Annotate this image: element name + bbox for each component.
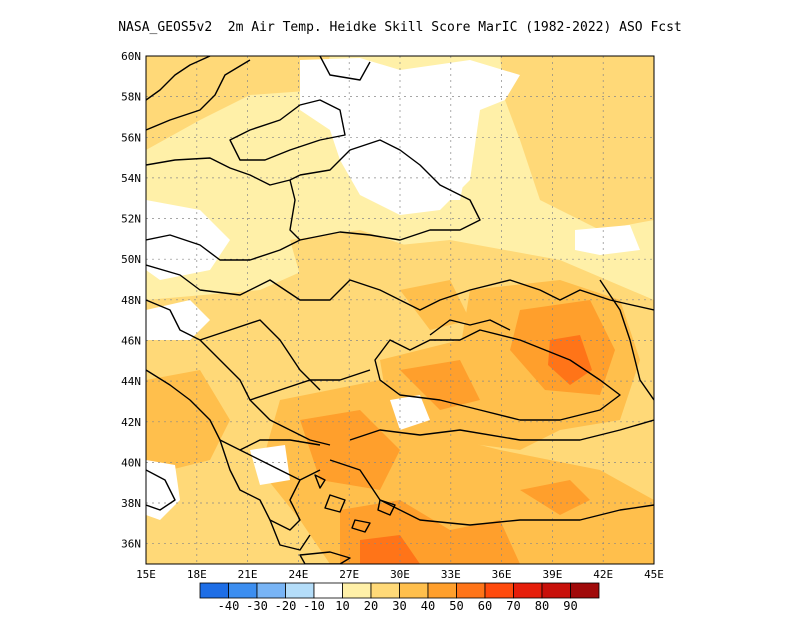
lat-tick-label: 38N: [121, 497, 141, 510]
colorbar-label: 90: [563, 599, 577, 613]
colorbar-swatch: [484, 582, 514, 599]
lon-tick-label: 39E: [542, 568, 562, 581]
lat-tick-label: 42N: [121, 416, 141, 429]
colorbar-swatch: [541, 582, 571, 599]
lat-tick-label: 48N: [121, 294, 141, 307]
colorbar-swatch: [399, 582, 429, 599]
lon-tick-label: 42E: [593, 568, 613, 581]
colorbar-swatch: [570, 582, 600, 599]
colorbar-swatch: [228, 582, 258, 599]
lon-tick-label: 15E: [136, 568, 156, 581]
colorbar-label: -30: [246, 599, 268, 613]
colorbar-swatch: [313, 582, 343, 599]
lon-tick-label: 30E: [390, 568, 410, 581]
lat-tick-label: 40N: [121, 456, 141, 469]
colorbar-swatch: [427, 582, 457, 599]
skill-score-field: [146, 56, 654, 564]
lat-tick-label: 50N: [121, 253, 141, 266]
colorbar-swatch: [199, 582, 229, 599]
lat-tick-label: 46N: [121, 335, 141, 348]
latitude-labels: 60N 58N 56N 54N 52N 50N 48N 46N 44N 42N …: [121, 50, 141, 551]
colorbar-label: -20: [275, 599, 297, 613]
lat-tick-label: 36N: [121, 538, 141, 551]
lat-tick-label: 58N: [121, 91, 141, 104]
colorbar-swatch: [285, 582, 315, 599]
lat-tick-label: 60N: [121, 50, 141, 63]
colorbar-swatch: [370, 582, 400, 599]
lon-tick-label: 18E: [187, 568, 207, 581]
colorbar-label: 80: [535, 599, 549, 613]
lon-tick-label: 45E: [644, 568, 664, 581]
colorbar-label: 50: [449, 599, 463, 613]
colorbar-label: 30: [392, 599, 406, 613]
lon-tick-label: 33E: [441, 568, 461, 581]
lon-tick-label: 21E: [238, 568, 258, 581]
map-frame: [145, 55, 655, 565]
longitude-labels: 15E 18E 21E 24E 27E 30E 33E 36E 39E 42E …: [136, 568, 664, 581]
colorbar-label: -40: [218, 599, 240, 613]
lon-tick-label: 24E: [288, 568, 308, 581]
colorbar-swatch: [456, 582, 486, 599]
lat-tick-label: 56N: [121, 131, 141, 144]
lat-tick-label: 44N: [121, 375, 141, 388]
colorbar: -40 -30 -20 -10 10 20 30 40 50 60 70 80 90: [199, 582, 600, 613]
lat-tick-label: 54N: [121, 172, 141, 185]
coastlines-and-borders: [146, 56, 654, 564]
lon-tick-label: 36E: [492, 568, 512, 581]
colorbar-swatch: [513, 582, 543, 599]
figure-title: NASA_GEOS5v2 2m Air Temp. Heidke Skill S…: [118, 20, 682, 35]
colorbar-swatch: [256, 582, 286, 599]
colorbar-label: 20: [364, 599, 378, 613]
colorbar-swatch: [342, 582, 372, 599]
lon-tick-label: 27E: [339, 568, 359, 581]
lat-tick-label: 52N: [121, 213, 141, 226]
colorbar-label: -10: [303, 599, 325, 613]
colorbar-label: 70: [506, 599, 520, 613]
colorbar-label: 10: [335, 599, 349, 613]
colorbar-label: 40: [421, 599, 435, 613]
graticule: [146, 56, 654, 564]
colorbar-label: 60: [478, 599, 492, 613]
